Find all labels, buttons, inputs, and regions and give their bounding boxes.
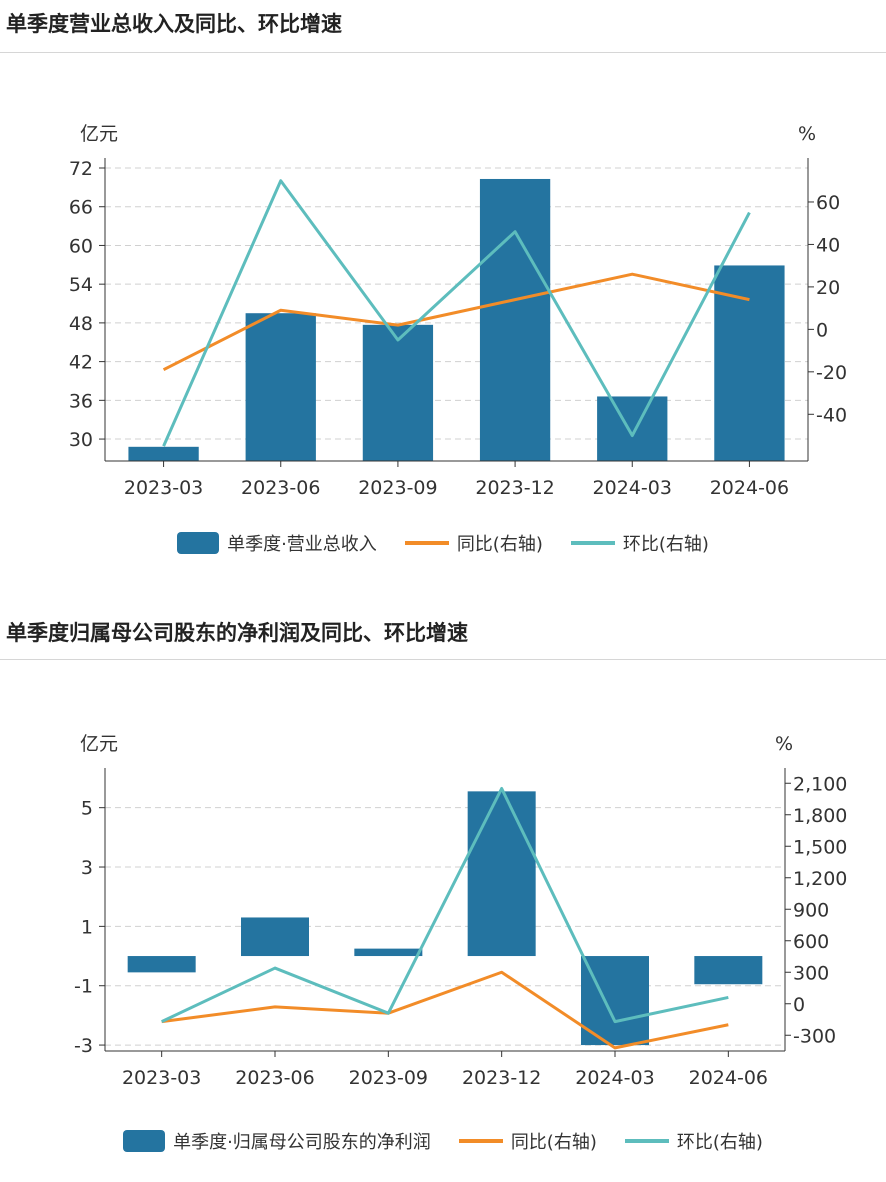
x-tick-label: 2023-06 <box>241 477 320 499</box>
y-tick-label: -3 <box>74 1035 93 1057</box>
y2-tick-label: 20 <box>816 277 840 299</box>
legend-bar-swatch <box>177 532 220 554</box>
y-tick-label: 42 <box>69 352 93 374</box>
bar <box>581 956 649 1046</box>
legend-yoy-swatch <box>458 1139 503 1143</box>
bar <box>127 956 196 973</box>
legend-item-bar[interactable]: 单季度·营业总收入 <box>177 530 377 556</box>
chart2-title: 单季度归属母公司股东的净利润及同比、环比增速 <box>6 621 468 645</box>
legend-qoq-swatch <box>624 1139 669 1143</box>
legend-item-yoy[interactable]: 同比(右轴) <box>458 1128 597 1154</box>
y2-tick-label: 600 <box>793 931 829 953</box>
y2-tick-label: 300 <box>793 962 829 984</box>
chart1-divider <box>0 52 886 53</box>
x-tick-label: 2024-03 <box>575 1067 654 1089</box>
legend-item-qoq[interactable]: 环比(右轴) <box>624 1128 763 1154</box>
y2-tick-label: 1,200 <box>793 868 847 890</box>
legend-qoq-label: 环比(右轴) <box>622 534 709 555</box>
chart1-title: 单季度营业总收入及同比、环比增速 <box>6 12 342 36</box>
bar <box>597 396 668 461</box>
series-line <box>162 179 751 447</box>
chart2-plot: 5 3 1 -1 -3 2,100 1,800 1,500 1,200 900 600 300 0 -30… <box>74 733 847 1089</box>
y-tick-label: 3 <box>81 857 93 879</box>
series-line <box>161 970 729 1050</box>
legend-yoy-label: 同比(右轴) <box>456 534 543 555</box>
bar <box>479 178 551 461</box>
legend-yoy-label: 同比(右轴) <box>510 1132 597 1153</box>
y2-tick-label: -40 <box>816 404 847 426</box>
y2-tick-label: 900 <box>793 899 829 921</box>
bar <box>245 313 316 461</box>
y-axis-label: 亿元 <box>80 123 118 145</box>
y2-tick-label: 2,100 <box>793 773 847 795</box>
chart1-plot: 72 66 60 54 48 42 36 30 60 40 20 0 -20 -40 2023-03 2023… <box>69 123 847 499</box>
legend-bar-label: 单季度·归属母公司股东的净利润 <box>173 1132 431 1153</box>
x-tick-label: 2023-09 <box>349 1067 428 1089</box>
legend-item-yoy[interactable]: 同比(右轴) <box>404 530 543 556</box>
chart2-divider <box>0 659 886 660</box>
series-line <box>162 272 750 372</box>
y2-tick-label: -300 <box>793 1025 836 1047</box>
bar <box>241 917 309 957</box>
chart2-legend: 单季度·归属母公司股东的净利润 同比(右轴) 环比(右轴) <box>0 1128 886 1154</box>
bar <box>694 956 763 985</box>
y-tick-label: 30 <box>69 429 93 451</box>
y2-tick-label: 1,500 <box>793 836 847 858</box>
y-tick-label: 5 <box>81 798 93 820</box>
y-tick-label: 48 <box>69 313 93 335</box>
x-tick-label: 2024-03 <box>593 477 672 499</box>
x-tick-label: 2023-03 <box>124 477 203 499</box>
y2-axis-label: % <box>798 123 816 145</box>
y-tick-label: -1 <box>74 976 93 998</box>
bar <box>362 324 434 461</box>
x-tick-label: 2023-12 <box>462 1067 541 1089</box>
bar <box>467 791 536 957</box>
x-tick-label: 2023-12 <box>475 477 554 499</box>
x-tick-label: 2023-03 <box>122 1067 201 1089</box>
legend-item-qoq[interactable]: 环比(右轴) <box>570 530 709 556</box>
legend-qoq-swatch <box>570 541 615 545</box>
legend-bar-swatch <box>123 1130 166 1152</box>
y-tick-label: 54 <box>69 274 93 296</box>
x-tick-label: 2023-09 <box>358 477 437 499</box>
x-tick-label: 2024-06 <box>710 477 789 499</box>
y-tick-label: 1 <box>81 916 93 938</box>
bar <box>714 265 785 461</box>
y2-axis-label: % <box>775 733 793 755</box>
legend-item-bar[interactable]: 单季度·归属母公司股东的净利润 <box>123 1128 431 1154</box>
legend-yoy-swatch <box>404 541 449 545</box>
x-tick-label: 2023-06 <box>235 1067 314 1089</box>
bar <box>128 446 199 461</box>
y-tick-label: 60 <box>69 235 93 257</box>
y2-tick-label: 0 <box>816 319 828 341</box>
y-tick-label: 66 <box>69 197 93 219</box>
legend-bar-label: 单季度·营业总收入 <box>227 534 377 555</box>
y-tick-label: 72 <box>69 158 93 180</box>
y-tick-label: 36 <box>69 390 93 412</box>
bar <box>354 948 423 957</box>
y2-tick-label: -20 <box>816 362 847 384</box>
x-tick-label: 2024-06 <box>689 1067 768 1089</box>
series-line <box>161 787 729 1024</box>
y2-tick-label: 40 <box>816 234 840 256</box>
y-axis-label: 亿元 <box>80 733 118 755</box>
y2-tick-label: 0 <box>793 994 805 1016</box>
legend-qoq-label: 环比(右轴) <box>676 1132 763 1153</box>
y2-tick-label: 60 <box>816 192 840 214</box>
y2-tick-label: 1,800 <box>793 805 847 827</box>
chart1-legend: 单季度·营业总收入 同比(右轴) 环比(右轴) <box>0 530 886 556</box>
